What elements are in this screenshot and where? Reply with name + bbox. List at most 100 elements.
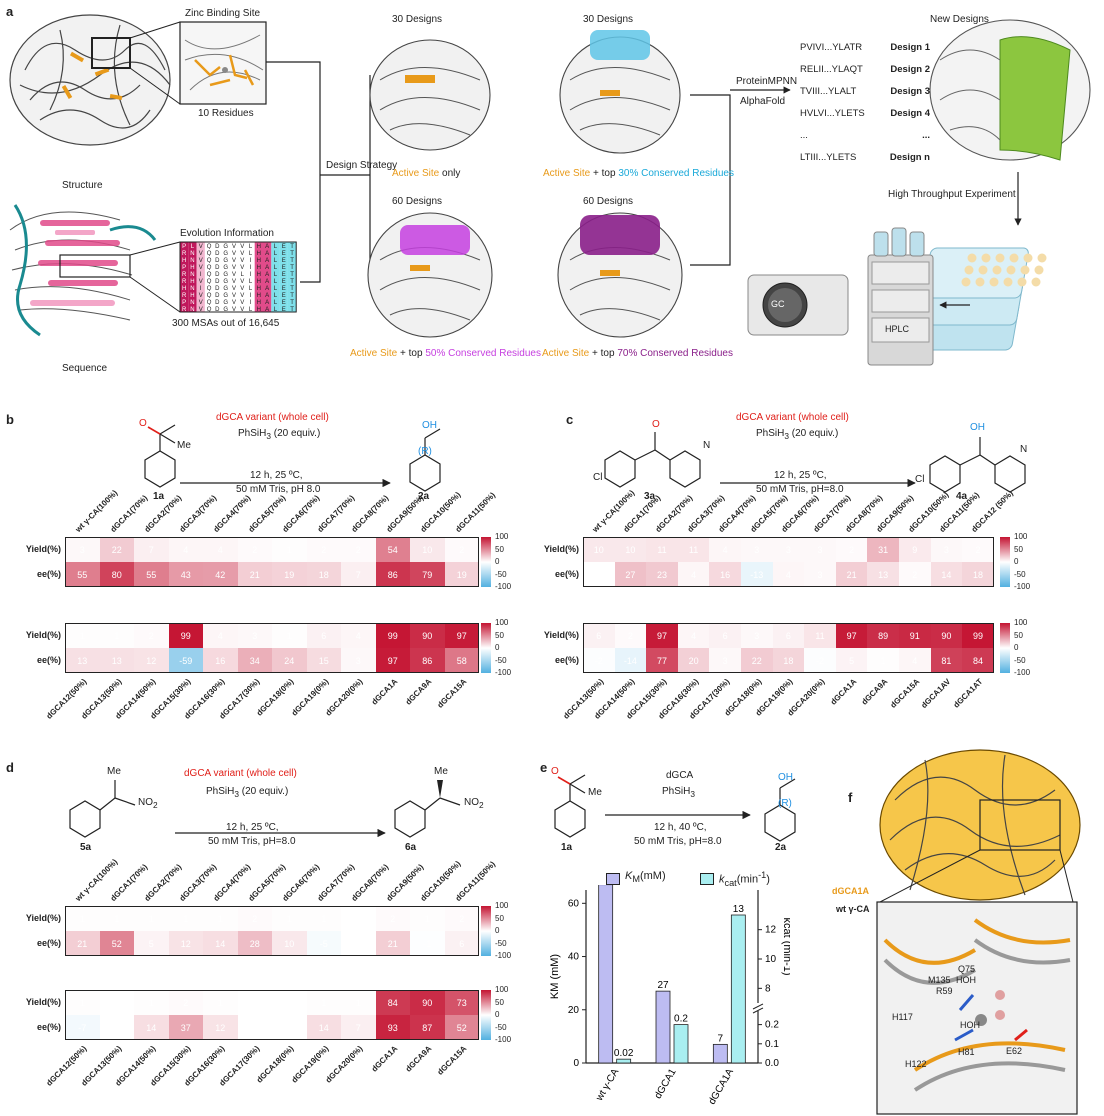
msa-cell: [279, 305, 288, 312]
msa-letter: E: [282, 272, 286, 278]
msa-letter: V: [199, 279, 203, 285]
heatmap-cell: 2: [134, 623, 169, 648]
msa-letter: R: [182, 279, 187, 285]
msa-letter: L: [274, 279, 278, 285]
heatmap-cell: 31: [867, 537, 899, 562]
msa-cell: [254, 256, 263, 263]
heatmap-cell: 21: [835, 562, 868, 587]
x-category-label: dGCA1: [653, 1067, 679, 1101]
design-row: HVLVI...YLETS Design 4: [800, 108, 930, 130]
msa-cell: [263, 284, 272, 291]
legend-km: KM(mM): [625, 870, 666, 885]
heatmap-cell: 52: [444, 1015, 479, 1040]
colorbar-tick: -50: [495, 569, 507, 579]
strategy-4-label: Active Site + top 70% Conserved Residues: [542, 348, 733, 359]
msa-cell: [238, 298, 247, 305]
heatmap-cell: 23: [646, 562, 678, 587]
msa-letter: V: [199, 307, 203, 313]
heatmap-cell: 22: [741, 648, 773, 673]
msa-letter: V: [240, 286, 244, 292]
msa-cell: [188, 284, 197, 291]
panel-a-figure: P L V Q D G V V L H A L E TR N V Q D G V V L H A L E TH N V Q D G V V I H A L…: [9, 14, 1091, 366]
heatmap-column-label: dGCA15A: [435, 677, 469, 710]
heatmap-cell: 42: [203, 562, 238, 587]
heatmap-cell: -5: [306, 931, 341, 956]
colorbar-tick: -100: [495, 668, 512, 677]
heatmap-cell: 0: [237, 1015, 272, 1040]
heatmap-cell: 2: [444, 906, 479, 931]
well: [1020, 265, 1030, 275]
panel-e-enzyme: dGCA: [666, 770, 694, 781]
heatmap-row-label: Yield(%): [25, 543, 61, 554]
msa-cell: [254, 305, 263, 312]
msa-letter: T: [290, 307, 294, 313]
colorbar-tick: 50: [495, 544, 504, 554]
msa-letter: T: [290, 279, 294, 285]
well: [1009, 253, 1019, 263]
heatmap-cell: 19: [444, 562, 479, 587]
left-tick-label: 60: [568, 898, 580, 909]
msa-letter: H: [182, 286, 186, 292]
heatmap-cell: 1: [65, 906, 100, 931]
msa-letter: G: [223, 251, 228, 257]
heatmap-column-label: dGCA9A: [403, 677, 434, 707]
colorbar-tick: -100: [1014, 582, 1031, 591]
heatmap-frame: [583, 623, 994, 673]
heatmap-cell: 3: [804, 562, 836, 587]
heatmap-cell: 21: [65, 931, 100, 956]
heatmap-column-label: dGCA15(30%): [148, 1044, 193, 1088]
heatmap-cell: 13: [867, 562, 899, 587]
heatmap-cell: 13: [99, 648, 134, 673]
msa-cell: [246, 277, 255, 284]
right-tick-label: 0.0: [765, 1058, 779, 1069]
msa-cell: [238, 277, 247, 284]
heatmap-cell: 6: [583, 623, 615, 648]
msa-cell: [188, 291, 197, 298]
msa-cell: [263, 277, 272, 284]
panel-b-cond1: 12 h, 25 ºC,: [250, 470, 303, 481]
msa-cell: [180, 291, 189, 298]
heatmap-cell: 1: [99, 623, 134, 648]
heatmap-cell: 0: [583, 562, 615, 587]
panel-d-scheme: [69, 780, 461, 838]
heatmap-cell: 15: [306, 648, 341, 673]
panel-c-o: O: [652, 419, 660, 430]
heatmap-cell: 3: [741, 537, 773, 562]
heatmap-cell: 12: [203, 1015, 238, 1040]
msa-cell: [204, 270, 214, 277]
panel-d-cond2: 50 mM Tris, pH=8.0: [208, 836, 296, 847]
msa-letter: A: [265, 300, 269, 306]
panel-c-enzyme: dGCA variant (whole cell): [736, 412, 849, 423]
panel-b-o: O: [139, 418, 147, 429]
design-seq: PVIVI...YLATR: [800, 42, 863, 53]
msa-cell: [204, 298, 214, 305]
heatmap-row-label: ee(%): [36, 654, 61, 665]
panel-c-cond1: 12 h, 25 ºC,: [774, 470, 827, 481]
msa-cell: [180, 284, 189, 291]
heatmap-column-label: dGCA17(30%): [217, 1044, 262, 1088]
msa-letter: V: [232, 265, 236, 271]
panel-c-n2: N: [1020, 444, 1028, 455]
msa-cell: [204, 284, 214, 291]
msa-cell: [180, 305, 189, 312]
msa-letter: H: [190, 265, 194, 271]
msa-letter: V: [199, 258, 203, 264]
heatmap-cell: 4: [341, 623, 376, 648]
well: [975, 277, 985, 287]
msa-cell: [263, 256, 272, 263]
msa-letter: L: [274, 272, 278, 278]
right-tick-label: 0.2: [765, 1020, 779, 1031]
hplc-instrument: [867, 227, 934, 366]
msa-letter: V: [240, 258, 244, 264]
legend-dgca1a: dGCA1A: [832, 886, 870, 896]
heatmap-cell: 99: [962, 623, 994, 648]
heatmap-row-label: ee(%): [36, 1021, 61, 1032]
msa-cell: [213, 249, 222, 256]
colorbar-tick: 100: [495, 985, 509, 994]
heatmap-cell: 80: [99, 562, 134, 587]
msa-cell: [196, 291, 205, 298]
msa-cell: [246, 263, 255, 270]
msa-cell: [271, 256, 280, 263]
msa-cell: [221, 242, 230, 249]
msa-letter: V: [240, 244, 244, 250]
